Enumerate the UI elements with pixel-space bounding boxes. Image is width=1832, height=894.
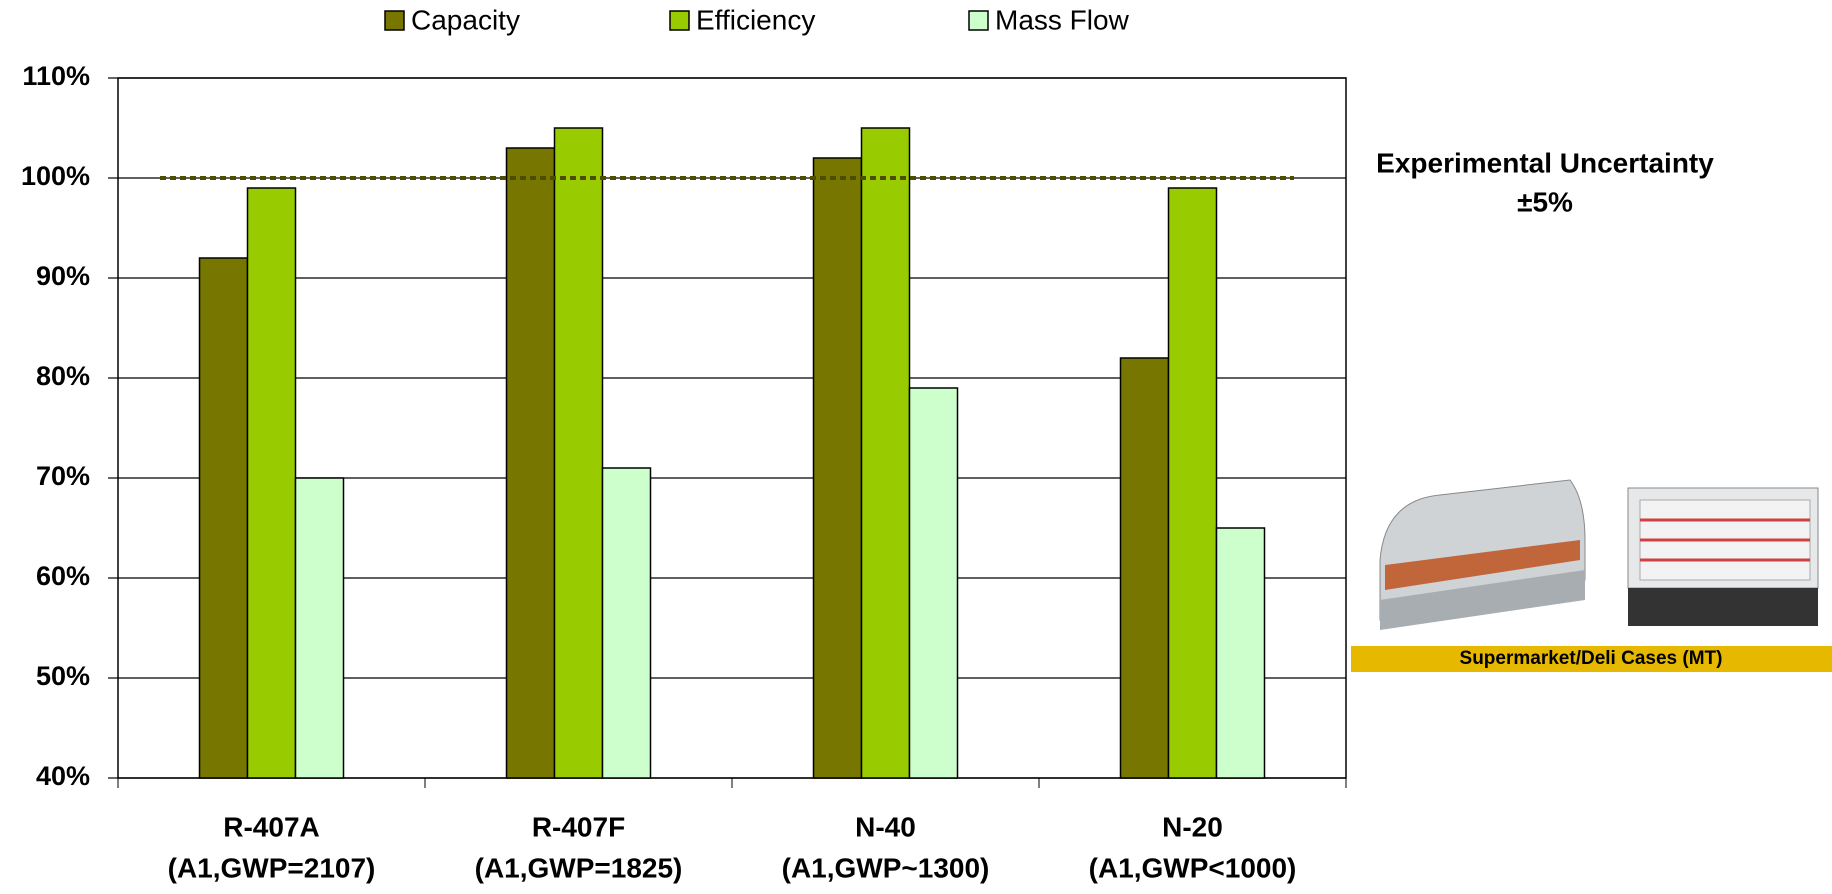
y-tick-label: 70% <box>36 461 90 491</box>
annotation-range: ±5% <box>1517 186 1573 217</box>
annotation-title: Experimental Uncertainty <box>1376 147 1714 178</box>
legend-label: Efficiency <box>696 4 815 35</box>
x-tick-label: R-407F <box>532 811 625 842</box>
display-case-images <box>1380 480 1818 630</box>
bar <box>248 188 296 778</box>
legend-swatch <box>670 11 689 30</box>
bar <box>910 388 958 778</box>
x-tick-note: (A1,GWP=2107) <box>168 852 376 883</box>
y-tick-label: 50% <box>36 661 90 691</box>
chart: Experimental Uncertainty ±5% Supermarket… <box>0 0 1832 889</box>
bar <box>603 468 651 778</box>
legend-swatch <box>385 11 404 30</box>
x-tick-label: N-40 <box>855 811 916 842</box>
y-tick-label: 110% <box>22 61 90 91</box>
bar <box>296 478 344 778</box>
y-tick-label: 40% <box>36 761 90 791</box>
x-tick-note: (A1,GWP<1000) <box>1089 852 1297 883</box>
y-tick-label: 100% <box>21 161 90 191</box>
legend-swatch <box>969 11 988 30</box>
x-tick-label: N-20 <box>1162 811 1223 842</box>
y-tick-label: 80% <box>36 361 90 391</box>
x-tick-note: (A1,GWP~1300) <box>782 852 990 883</box>
bar <box>1121 358 1169 778</box>
bar <box>1169 188 1217 778</box>
x-tick-note: (A1,GWP=1825) <box>475 852 683 883</box>
legend-label: Capacity <box>411 4 520 35</box>
x-tick-label: R-407A <box>223 811 319 842</box>
bar <box>507 148 555 778</box>
legend-label: Mass Flow <box>995 4 1130 35</box>
y-tick-label: 90% <box>36 261 90 291</box>
bar <box>1217 528 1265 778</box>
bar <box>200 258 248 778</box>
bar <box>555 128 603 778</box>
image-caption: Supermarket/Deli Cases (MT) <box>1460 648 1723 669</box>
y-tick-label: 60% <box>36 561 90 591</box>
bar <box>862 128 910 778</box>
bar <box>814 158 862 778</box>
